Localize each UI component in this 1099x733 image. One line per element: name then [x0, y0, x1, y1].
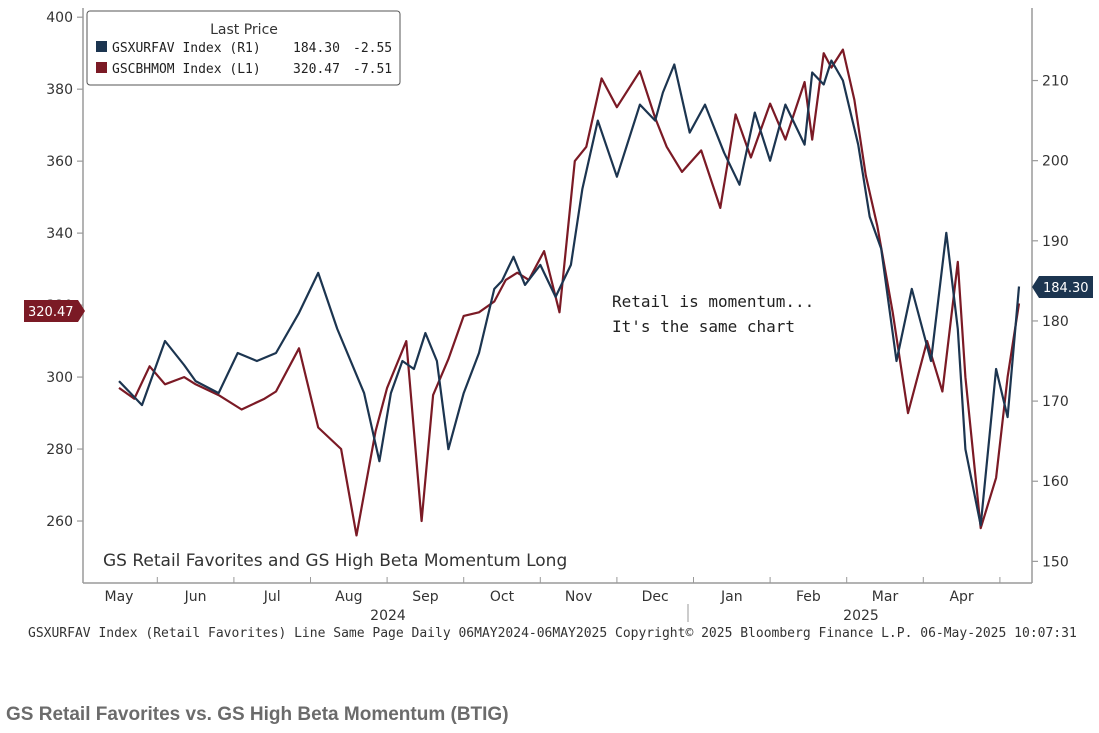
right-value-tag-shape — [1032, 276, 1093, 298]
right-tick-label: 160 — [1042, 474, 1069, 490]
x-tick-label: Apr — [949, 589, 973, 605]
left-tick-label: 300 — [46, 370, 73, 386]
legend-entry-change: -2.55 — [353, 41, 392, 56]
year-label: 2025 — [843, 608, 879, 624]
left-value-tag-shape — [24, 300, 85, 322]
x-tick-label: Jun — [184, 589, 207, 605]
series-line-gscbhmom — [118, 48, 1021, 537]
right-axis-ticks: 150 160 170 180 190 200 210 — [1032, 74, 1069, 570]
series-layer — [118, 48, 1021, 537]
legend-title: Last Price — [210, 22, 278, 38]
left-tick-label: 340 — [46, 226, 73, 242]
right-tick-label: 200 — [1042, 154, 1069, 170]
year-label: 2024 — [370, 608, 406, 624]
left-axis-ticks: 260280300320340360380400 — [46, 10, 83, 530]
left-tick-label: 380 — [46, 82, 73, 98]
inner-chart-title: GS Retail Favorites and GS High Beta Mom… — [103, 551, 567, 571]
left-tick-label: 260 — [46, 514, 73, 530]
left-tick-label: 280 — [46, 442, 73, 458]
right-tick-label: 170 — [1042, 394, 1069, 410]
legend-swatch-navy — [96, 41, 107, 52]
x-tick-label: Feb — [796, 589, 821, 605]
left-tick-label: 360 — [46, 154, 73, 170]
left-value-tag: 320.47 — [24, 300, 85, 322]
line-chart: 260280300320340360380400 150160170180190… — [24, 8, 1093, 624]
legend-entry-name: GSCBHMOM Index (L1) — [112, 62, 261, 77]
figure-caption: GS Retail Favorites vs. GS High Beta Mom… — [6, 704, 509, 725]
chart-axes — [82, 8, 1033, 622]
x-tick-label: Mar — [872, 589, 899, 605]
legend-entry-name: GSXURFAV Index (R1) — [112, 41, 261, 56]
legend-entry-change: -7.51 — [353, 62, 392, 77]
legend-box — [86, 10, 401, 86]
left-value-tag-text: 320.47 — [28, 305, 74, 320]
x-tick-label: Nov — [565, 589, 592, 605]
annotation-line-1: Retail is momentum... — [612, 292, 814, 311]
left-tick-label: 400 — [46, 10, 73, 26]
right-tick-label: 190 — [1042, 234, 1069, 250]
right-tick-label: 180 — [1042, 314, 1069, 330]
legend: Last Price GSXURFAV Index (R1) 184.30 -2… — [86, 10, 401, 86]
right-value-tag: 184.30 — [1032, 276, 1093, 298]
legend-entry-value: 184.30 — [293, 41, 340, 56]
right-tick-label: 150 — [1042, 554, 1069, 570]
x-tick-label: Jan — [720, 589, 743, 605]
right-tick-label: 210 — [1042, 74, 1069, 90]
x-axis-ticks: May Jun Jul Aug Sep Oct Nov Dec Jan Feb Mar Apr 2024… — [105, 577, 1001, 624]
legend-swatch-maroon — [96, 62, 107, 73]
series-line-gsxurfav — [118, 59, 1021, 527]
x-tick-label: Sep — [412, 589, 439, 605]
chart-footer: GSXURFAV Index (Retail Favorites) Line S… — [28, 626, 1077, 641]
x-tick-label: May — [105, 589, 134, 605]
right-value-tag-text: 184.30 — [1043, 281, 1089, 296]
annotation-line-2: It's the same chart — [612, 317, 795, 336]
legend-entry-value: 320.47 — [293, 62, 340, 77]
x-tick-label: Oct — [490, 589, 515, 605]
x-tick-label: Jul — [263, 589, 281, 605]
x-tick-label: Aug — [335, 589, 362, 605]
x-tick-label: Dec — [642, 589, 669, 605]
